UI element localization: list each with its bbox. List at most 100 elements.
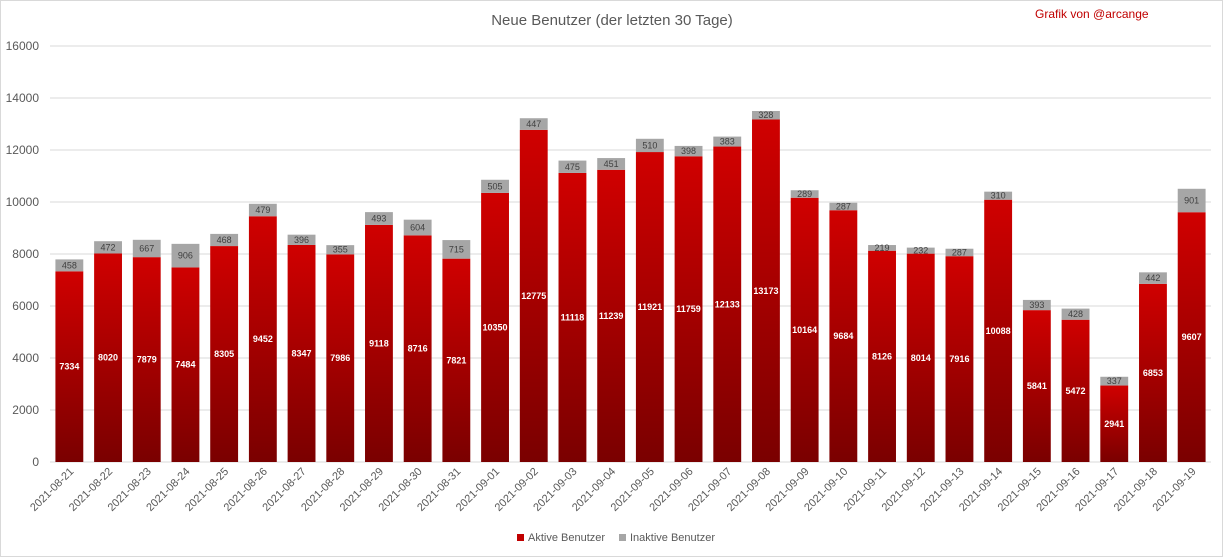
data-label-inactive: 396 xyxy=(294,235,309,245)
data-label-active: 6853 xyxy=(1143,368,1163,378)
bar-active xyxy=(635,152,664,462)
data-label-inactive: 458 xyxy=(62,260,77,270)
bar-active xyxy=(945,256,974,462)
data-label-inactive: 289 xyxy=(797,189,812,199)
data-label-active: 12133 xyxy=(715,299,740,309)
data-label-inactive: 715 xyxy=(449,244,464,254)
bar-inactive xyxy=(868,245,896,251)
data-label-inactive: 505 xyxy=(488,181,503,191)
data-label-inactive: 510 xyxy=(642,140,657,150)
y-tick-label: 12000 xyxy=(6,143,40,157)
bar-inactive xyxy=(94,241,122,254)
bar-inactive xyxy=(55,259,84,272)
data-label-inactive: 604 xyxy=(410,223,425,233)
grid-layer xyxy=(50,45,1211,463)
data-label-active: 13173 xyxy=(753,286,778,296)
data-label-active: 11759 xyxy=(676,304,701,314)
bar-active xyxy=(442,258,471,462)
data-label-active: 11239 xyxy=(599,311,624,321)
legend-label-inactive: Inaktive Benutzer xyxy=(630,532,715,544)
bar-active xyxy=(287,244,316,462)
data-label-inactive: 472 xyxy=(101,242,116,252)
data-label-active: 9118 xyxy=(369,338,389,348)
bar-inactive xyxy=(210,233,239,247)
data-label-active: 8347 xyxy=(292,348,312,358)
data-label-inactive: 906 xyxy=(178,251,193,261)
bar-active xyxy=(674,156,703,463)
bar-active xyxy=(519,129,548,462)
bar-inactive xyxy=(945,248,974,257)
data-label-active: 9452 xyxy=(253,334,273,344)
bar-inactive xyxy=(752,110,780,120)
data-label-active: 8014 xyxy=(911,353,931,363)
bar-active xyxy=(984,199,1013,462)
bar-inactive xyxy=(790,190,819,198)
bar-inactive xyxy=(674,145,703,157)
data-label-active: 5841 xyxy=(1027,381,1047,391)
data-label-inactive: 393 xyxy=(1029,300,1044,310)
data-label-active: 9607 xyxy=(1182,332,1202,342)
data-label-inactive: 310 xyxy=(991,191,1006,201)
x-axis-ticks: 2021-08-212021-08-222021-08-232021-08-24… xyxy=(28,466,1199,514)
y-tick-label: 0 xyxy=(32,455,39,469)
bar-active xyxy=(597,169,626,462)
data-label-active: 9684 xyxy=(833,331,853,341)
bar-inactive xyxy=(1139,272,1167,284)
bar-inactive xyxy=(1022,299,1051,311)
bar-inactive xyxy=(713,136,742,147)
data-label-active: 10088 xyxy=(986,326,1011,336)
legend-label-active: Aktive Benutzer xyxy=(528,532,605,544)
bar-inactive xyxy=(403,219,432,236)
data-label-inactive: 398 xyxy=(681,146,696,156)
bar-inactive xyxy=(1177,188,1206,213)
bar-active xyxy=(713,146,742,463)
y-tick-label: 4000 xyxy=(12,351,39,365)
bar-active xyxy=(752,119,780,462)
data-label-active: 8126 xyxy=(872,351,892,361)
bar-active xyxy=(1177,212,1206,462)
bar-inactive xyxy=(597,158,626,170)
bar-active xyxy=(326,254,355,462)
bar-active xyxy=(94,253,122,462)
data-label-active: 10164 xyxy=(792,325,817,335)
bars xyxy=(55,110,1206,463)
bar-inactive xyxy=(442,240,471,259)
bar-active xyxy=(132,257,161,462)
bar-inactive xyxy=(558,160,587,173)
data-label-inactive: 493 xyxy=(371,214,386,224)
data-label-active: 11921 xyxy=(638,302,663,312)
bar-active xyxy=(1139,283,1167,462)
bar-active xyxy=(790,197,819,462)
bar-inactive xyxy=(132,239,161,258)
data-labels: 7334 458 8020 472 7879 667 7484 906 8305 468 9452 4… xyxy=(59,110,1201,429)
y-tick-label: 8000 xyxy=(12,247,39,261)
data-label-inactive: 479 xyxy=(255,205,270,215)
bar-inactive xyxy=(1100,376,1129,386)
bar-inactive xyxy=(287,234,316,245)
bar-inactive xyxy=(906,247,935,254)
legend-swatch-inactive xyxy=(619,534,626,541)
data-label-active: 7986 xyxy=(330,353,350,363)
data-label-active: 7916 xyxy=(949,354,969,364)
bar-active xyxy=(248,216,277,462)
bar-active xyxy=(1061,319,1090,462)
bar-active xyxy=(868,250,896,462)
bar-inactive xyxy=(829,202,858,211)
bar-active xyxy=(210,246,239,462)
y-tick-label: 14000 xyxy=(6,91,40,105)
data-label-inactive: 468 xyxy=(217,235,232,245)
data-label-active: 11118 xyxy=(561,312,585,322)
bar-inactive xyxy=(248,203,277,217)
legend-swatch-active xyxy=(517,534,524,541)
bar-inactive xyxy=(365,212,393,225)
bar-inactive xyxy=(1061,308,1090,320)
bar-active xyxy=(1100,385,1129,462)
bar-inactive xyxy=(326,245,355,255)
bar-inactive xyxy=(519,118,548,130)
data-label-inactive: 428 xyxy=(1068,309,1083,319)
data-label-active: 10350 xyxy=(483,322,508,332)
data-label-inactive: 232 xyxy=(913,246,928,256)
data-label-active: 7484 xyxy=(175,360,195,370)
